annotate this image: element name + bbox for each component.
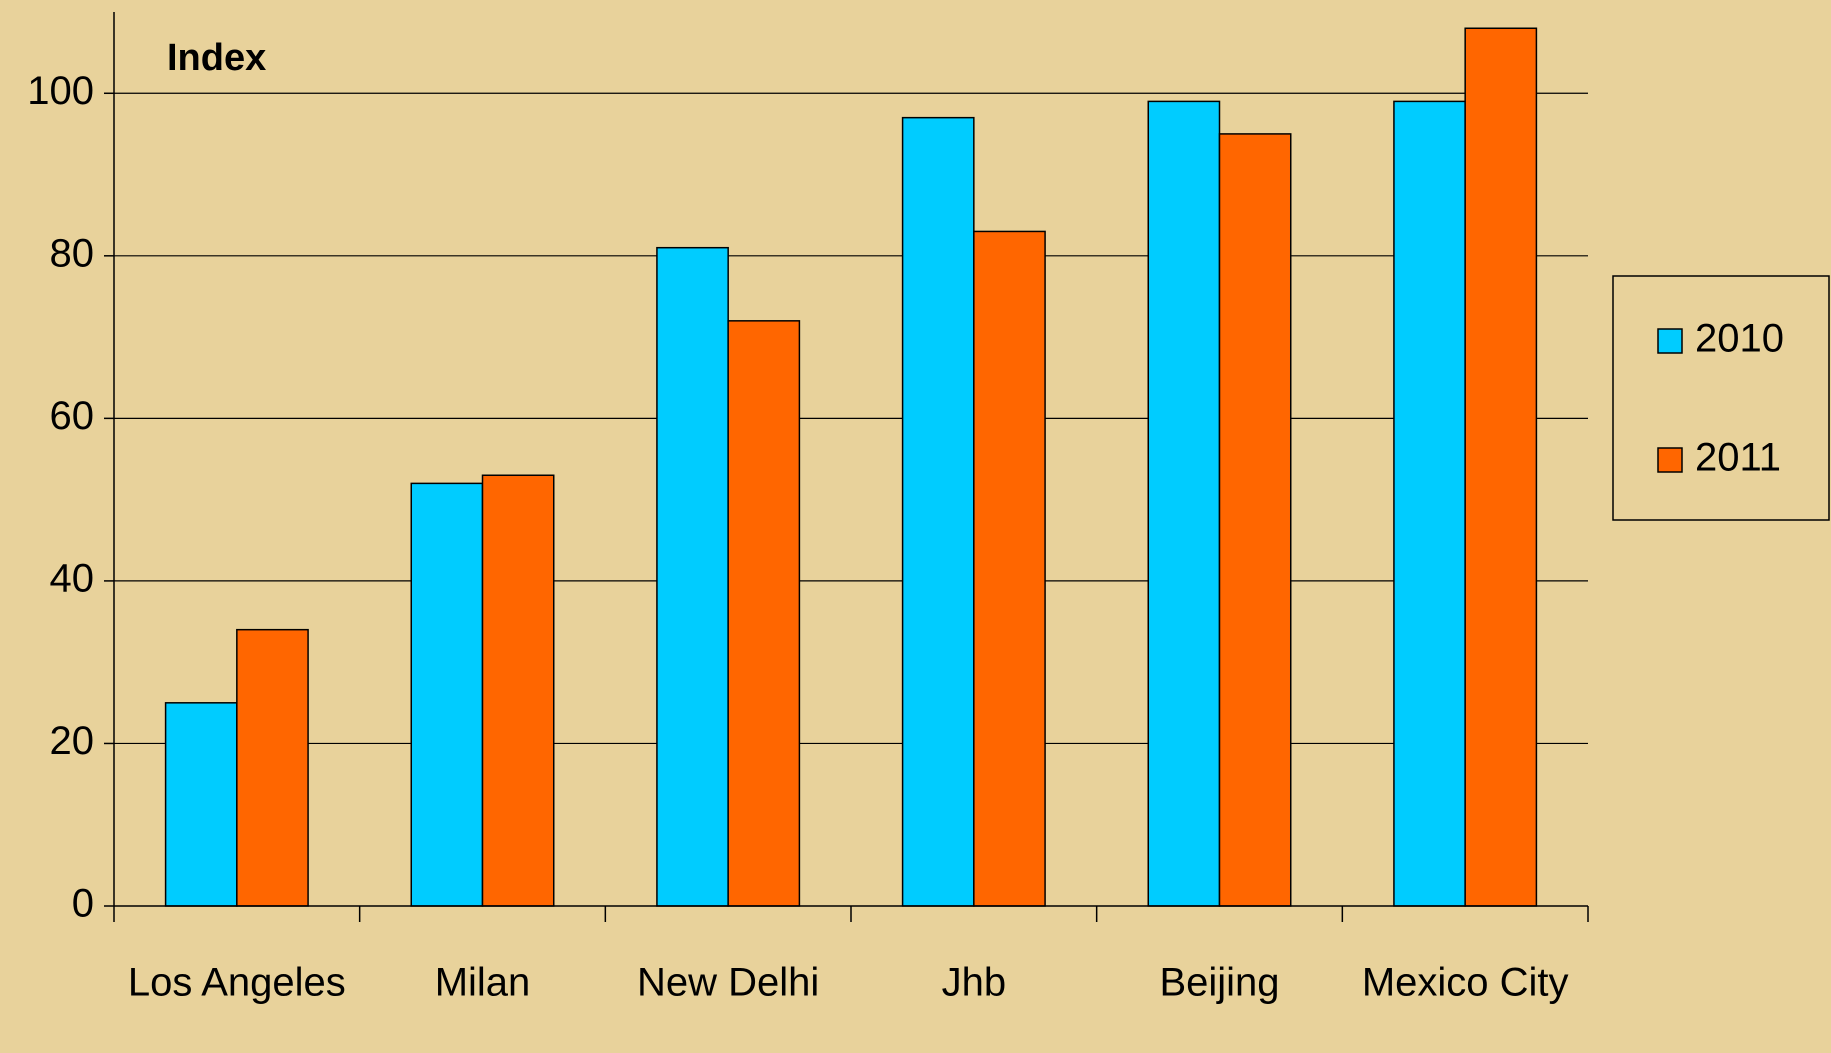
- y-tick-label: 100: [27, 69, 94, 113]
- x-tick-label: Milan: [435, 961, 531, 1005]
- legend-swatch: [1657, 447, 1683, 473]
- legend-box: [1612, 275, 1830, 521]
- x-tick-label: Jhb: [942, 961, 1007, 1005]
- bar: [481, 474, 555, 907]
- y-tick-label: 20: [50, 719, 95, 763]
- bar: [1147, 100, 1221, 907]
- bar: [656, 246, 729, 907]
- bar: [1464, 27, 1538, 907]
- bar: [727, 320, 801, 907]
- bar: [973, 230, 1046, 907]
- x-tick-label: Beijing: [1159, 961, 1279, 1005]
- y-tick-label: 0: [72, 882, 94, 926]
- y-tick-label: 80: [50, 231, 95, 275]
- legend-swatch: [1657, 328, 1683, 354]
- y-axis-label: Index: [167, 37, 266, 79]
- x-tick-label: New Delhi: [637, 961, 819, 1005]
- bar: [901, 116, 975, 907]
- y-tick-label: 40: [50, 556, 95, 600]
- bar: [1393, 100, 1466, 907]
- bar: [164, 702, 238, 907]
- legend-label: 2010: [1695, 317, 1784, 361]
- x-tick-label: Mexico City: [1362, 961, 1569, 1005]
- legend-label: 2011: [1695, 436, 1781, 480]
- y-tick-label: 60: [50, 394, 95, 438]
- x-tick-label: Los Angeles: [128, 961, 346, 1005]
- bar: [410, 482, 484, 907]
- bar: [1218, 133, 1292, 907]
- bar: [236, 628, 309, 907]
